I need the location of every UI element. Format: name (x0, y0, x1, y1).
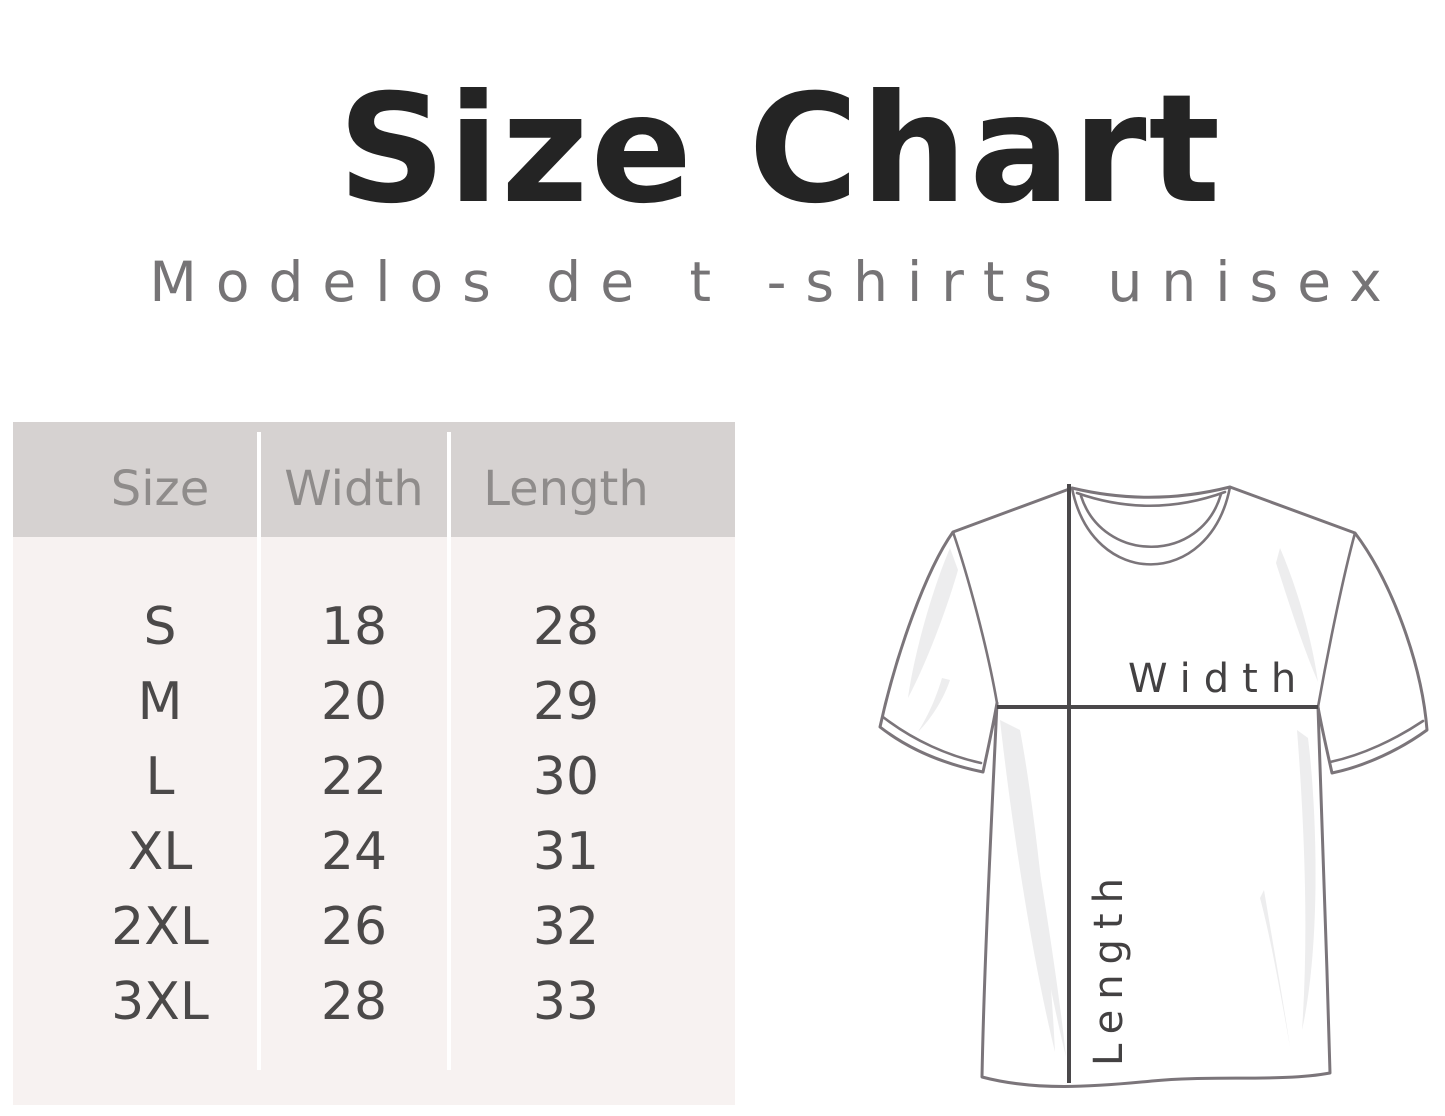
collar-outer-curve (1070, 485, 1232, 566)
table-row: L 22 30 (13, 739, 735, 814)
column-header-size: Size (110, 461, 210, 517)
page-title: Size Chart (337, 63, 1223, 237)
cell-width: 28 (320, 971, 388, 1032)
right-cuff-seam (1328, 719, 1425, 764)
size-table-header: Size Width Length (13, 422, 735, 537)
collar-back-seam (1075, 490, 1227, 508)
cell-width: 22 (320, 746, 388, 807)
table-row: 3XL 28 33 (13, 964, 735, 1039)
tshirt-silhouette (878, 485, 1429, 1088)
cell-size: M (137, 671, 183, 732)
measurement-lines (997, 484, 1318, 1083)
width-label: Width (1128, 656, 1309, 702)
cell-size: XL (127, 821, 193, 882)
cell-length: 28 (532, 596, 600, 657)
length-label: Length (1086, 868, 1132, 1066)
cell-size: S (143, 596, 177, 657)
table-row: M 20 29 (13, 664, 735, 739)
cell-length: 33 (532, 971, 600, 1032)
cell-size: 2XL (111, 896, 209, 957)
table-row: XL 24 31 (13, 814, 735, 889)
page-subtitle: Modelos de t -shirts unisex (149, 250, 1401, 314)
size-table-body: S 18 28 M 20 29 L 22 30 XL 24 31 2XL 26 32 3XL 28 33 (13, 537, 735, 1039)
cell-length: 29 (532, 671, 600, 732)
cell-width: 24 (320, 821, 388, 882)
right-sleeve-seam (1316, 531, 1357, 709)
table-row: S 18 28 (13, 589, 735, 664)
cell-width: 20 (320, 671, 388, 732)
cell-size: L (145, 746, 175, 807)
tshirt-diagram: Width Length (878, 484, 1429, 1088)
left-sleeve-seam (951, 530, 999, 705)
column-header-length: Length (483, 461, 649, 517)
collar-inner-curve (1079, 492, 1223, 549)
cell-length: 31 (532, 821, 600, 882)
cell-length: 30 (532, 746, 600, 807)
cell-length: 32 (532, 896, 600, 957)
size-table: Size Width Length S 18 28 M 20 29 L 22 30 XL 24 31 2… (13, 422, 735, 1105)
tshirt-detail-lines (881, 485, 1425, 765)
column-divider (447, 432, 451, 1070)
left-cuff-seam (881, 715, 983, 765)
cell-width: 26 (320, 896, 388, 957)
column-header-width: Width (284, 461, 424, 517)
table-row: 2XL 26 32 (13, 889, 735, 964)
cell-size: 3XL (111, 971, 209, 1032)
tshirt-shading (908, 548, 1318, 1057)
cell-width: 18 (320, 596, 388, 657)
column-divider (257, 432, 261, 1070)
